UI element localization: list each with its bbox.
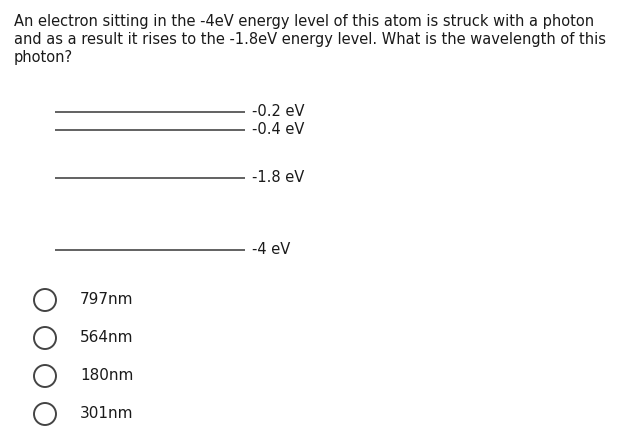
Text: An electron sitting in the -4eV energy level of this atom is struck with a photo: An electron sitting in the -4eV energy l… (14, 14, 594, 29)
Text: -1.8 eV: -1.8 eV (252, 170, 304, 186)
Text: -4 eV: -4 eV (252, 243, 291, 257)
Text: -0.4 eV: -0.4 eV (252, 123, 305, 137)
Text: photon?: photon? (14, 50, 73, 65)
Text: -0.2 eV: -0.2 eV (252, 104, 305, 120)
Text: 564nm: 564nm (80, 330, 134, 346)
Text: 301nm: 301nm (80, 406, 134, 421)
Text: 180nm: 180nm (80, 368, 133, 384)
Text: 797nm: 797nm (80, 293, 134, 307)
Text: and as a result it rises to the -1.8eV energy level. What is the wavelength of t: and as a result it rises to the -1.8eV e… (14, 32, 606, 47)
